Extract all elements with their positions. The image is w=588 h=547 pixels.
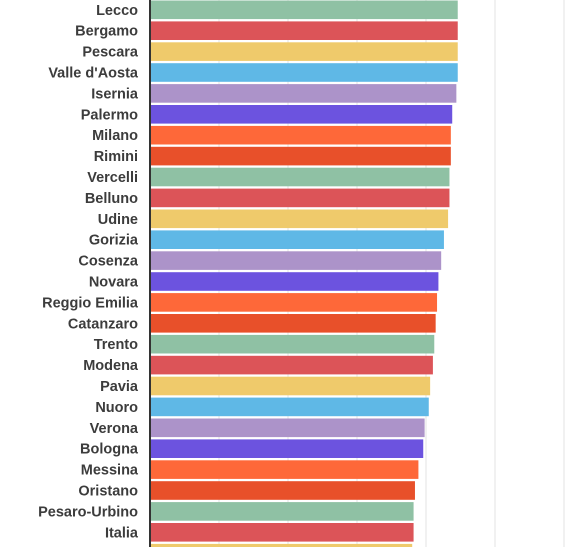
bar-vercelli: [150, 167, 450, 187]
bar-reggio-emilia: [150, 293, 438, 312]
bar-lecco: [150, 0, 458, 20]
bar-valle-d-aosta: [150, 63, 458, 82]
category-label: Messina: [81, 463, 139, 479]
category-label: Catanzaro: [68, 316, 138, 332]
category-label: Cosenza: [78, 254, 139, 270]
bar-milano: [150, 125, 451, 145]
bar-bologna: [150, 439, 424, 458]
bar-pescara: [150, 42, 458, 61]
category-label: Reggio Emilia: [42, 295, 139, 311]
bar-pavia: [150, 376, 431, 396]
bar-catanzaro: [150, 314, 436, 333]
category-label: Bergamo: [75, 24, 138, 40]
bar-oristano: [150, 481, 415, 500]
bar-palermo: [150, 105, 453, 124]
bar-italia: [150, 523, 414, 542]
category-label: Pavia: [100, 379, 139, 395]
category-label: Palermo: [81, 107, 138, 123]
bar-nuoro: [150, 397, 429, 417]
bar-enna: [150, 543, 413, 547]
category-labels: Lecco Bergamo Pescara Valle d'Aosta Isernia P…: [38, 3, 139, 547]
category-label: Udine: [98, 212, 138, 228]
category-label: Rimini: [94, 149, 138, 165]
bar-pesaro-urbino: [150, 502, 414, 521]
bar-isernia: [150, 84, 457, 103]
category-label: Pescara: [82, 45, 139, 61]
bar-novara: [150, 272, 439, 291]
category-label: Oristano: [78, 484, 138, 500]
category-label: Vercelli: [87, 170, 138, 186]
category-label: Nuoro: [95, 400, 138, 416]
bar-gorizia: [150, 230, 444, 249]
category-label: Novara: [89, 275, 139, 291]
category-label: Lecco: [96, 3, 138, 19]
category-label: Bologna: [80, 442, 139, 458]
category-label: Valle d'Aosta: [48, 66, 139, 82]
category-label: Milano: [92, 128, 138, 144]
category-label: Belluno: [85, 191, 138, 207]
bar-udine: [150, 209, 449, 229]
category-label: Isernia: [91, 86, 139, 102]
bar-bergamo: [150, 21, 458, 40]
bar-cosenza: [150, 251, 442, 270]
bar-verona: [150, 418, 425, 438]
bar-modena: [150, 355, 433, 375]
category-label: Pesaro-Urbino: [38, 504, 138, 520]
bar-rimini: [150, 146, 451, 166]
category-label: Gorizia: [89, 233, 139, 249]
bar-messina: [150, 460, 419, 479]
category-label: Verona: [90, 421, 139, 437]
category-label: Italia: [105, 525, 139, 541]
bars: [150, 0, 458, 547]
category-label: Modena: [83, 358, 139, 374]
bar-belluno: [150, 188, 450, 208]
category-label: Trento: [94, 337, 138, 353]
bar-trento: [150, 334, 435, 354]
